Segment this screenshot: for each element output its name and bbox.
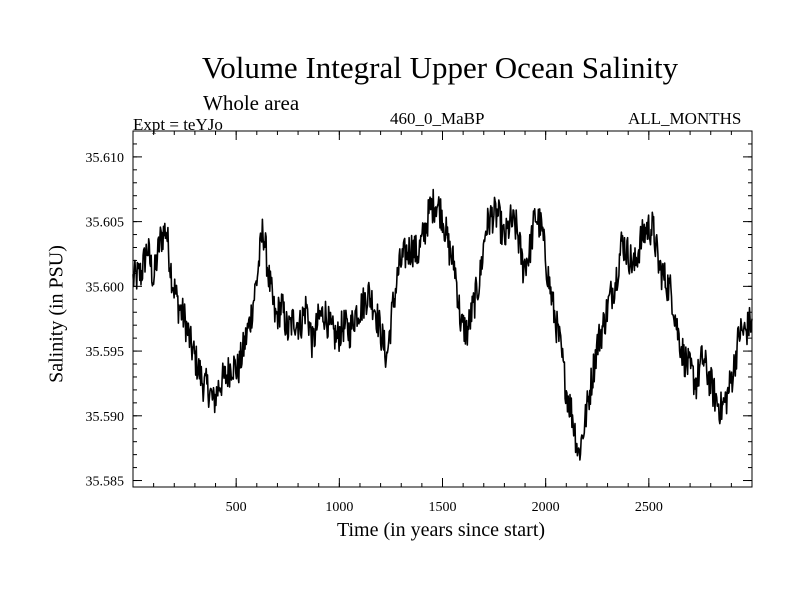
plot-frame: [132, 130, 753, 488]
chart-subtitle: Whole area: [203, 91, 300, 115]
y-tick-label: 35.600: [86, 280, 125, 295]
x-tick-label: 1000: [325, 500, 353, 515]
x-tick-label: 1500: [429, 500, 457, 515]
run-id-label: 460_0_MaBP: [390, 109, 485, 128]
salinity-series-line: [132, 188, 753, 461]
chart-title: Volume Integral Upper Ocean Salinity: [201, 50, 679, 85]
x-axis-label: Time (in years since start): [336, 519, 546, 541]
y-tick-label: 35.605: [86, 216, 125, 231]
y-tick-label: 35.590: [86, 410, 125, 425]
x-tick-label: 500: [226, 500, 247, 515]
x-tick-label: 2500: [635, 500, 663, 515]
x-tick-label: 2000: [532, 500, 560, 515]
y-tick-label: 35.595: [86, 345, 125, 360]
y-tick-label: 35.585: [86, 475, 125, 490]
y-tick-label: 35.610: [86, 151, 125, 166]
months-label: ALL_MONTHS: [628, 109, 742, 128]
experiment-label: Expt = teYJo: [133, 115, 223, 134]
